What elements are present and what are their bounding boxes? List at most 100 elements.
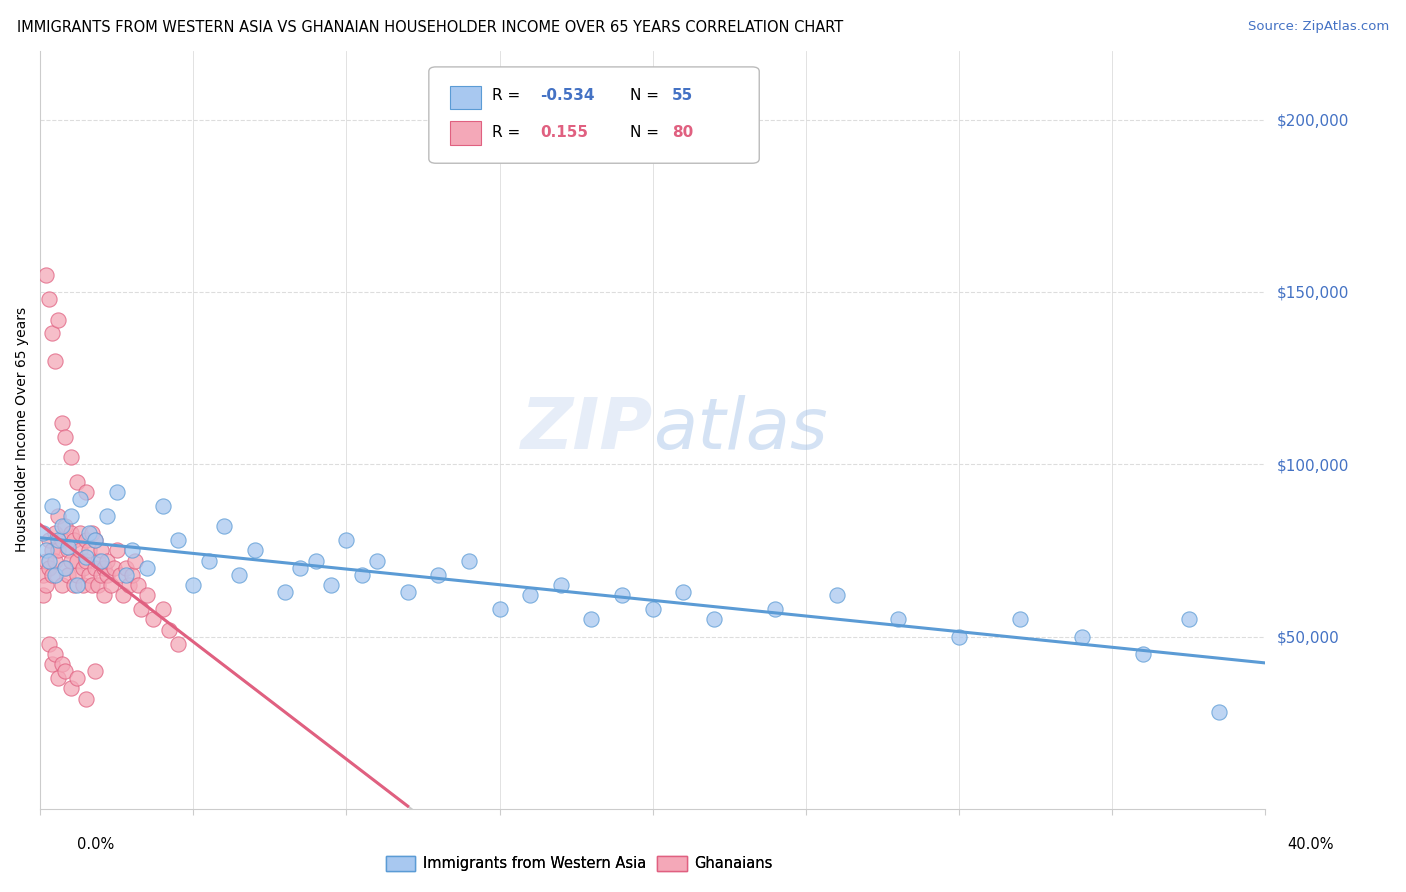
Point (90, 554, 112, 568)
Point (672, 585, 695, 599)
Point (56, 540, 79, 554)
Y-axis label: Householder Income Over 65 years: Householder Income Over 65 years (15, 307, 30, 552)
Point (66, 578, 89, 592)
Text: 80: 80 (672, 125, 693, 139)
Point (77, 526, 100, 541)
Point (887, 612, 910, 626)
Point (458, 554, 481, 568)
Point (48, 533, 70, 548)
Point (212, 519, 235, 533)
Point (75, 550, 97, 565)
Point (121, 567, 143, 582)
Text: ZIP: ZIP (520, 395, 652, 465)
Point (136, 588, 159, 602)
Point (1177, 612, 1199, 626)
Point (111, 588, 134, 602)
Point (38, 533, 60, 548)
Point (59, 450, 82, 465)
Text: Source: ZipAtlas.com: Source: ZipAtlas.com (1249, 20, 1389, 33)
Point (105, 484, 128, 499)
Point (69, 543, 91, 558)
Point (90, 567, 112, 582)
Point (581, 612, 603, 626)
Point (763, 602, 786, 616)
Point (59, 526, 82, 541)
Point (396, 585, 419, 599)
Point (75, 554, 97, 568)
Point (48, 543, 70, 558)
Point (75, 533, 97, 548)
Point (72, 560, 94, 574)
Point (51, 657, 73, 672)
Point (82, 526, 104, 541)
Point (53, 430, 76, 444)
Point (51, 416, 73, 430)
Point (77, 567, 100, 582)
Point (35, 554, 58, 568)
Point (157, 623, 180, 637)
Point (87, 554, 110, 568)
Point (181, 578, 204, 592)
Point (167, 636, 190, 650)
Point (62, 533, 84, 548)
Text: 0.0%: 0.0% (77, 838, 114, 852)
Point (66, 475, 89, 489)
Point (66, 554, 89, 568)
Text: R =: R = (492, 125, 526, 139)
Point (136, 560, 159, 574)
Point (69, 526, 91, 541)
Point (610, 588, 633, 602)
Point (41, 567, 63, 582)
Point (90, 543, 112, 558)
Point (59, 554, 82, 568)
Point (38, 636, 60, 650)
Point (41, 326, 63, 341)
Point (152, 499, 174, 513)
Point (305, 554, 328, 568)
Point (75, 691, 97, 706)
Point (51, 578, 73, 592)
Point (366, 554, 388, 568)
Point (44, 647, 66, 661)
Point (948, 630, 970, 644)
Point (35, 268, 58, 282)
Point (108, 567, 131, 582)
Point (53, 560, 76, 574)
Point (69, 491, 91, 506)
Point (197, 554, 219, 568)
Point (72, 578, 94, 592)
Point (38, 292, 60, 306)
Point (56, 543, 79, 558)
Point (66, 671, 89, 685)
Point (96, 554, 118, 568)
Point (75, 484, 97, 499)
Text: 55: 55 (672, 88, 693, 103)
Point (274, 585, 297, 599)
Point (44, 567, 66, 582)
Point (41, 657, 63, 672)
Point (319, 578, 342, 592)
Point (84, 560, 107, 574)
Point (1070, 630, 1092, 644)
Point (44, 354, 66, 368)
Point (77, 543, 100, 558)
Text: R =: R = (492, 88, 526, 103)
Point (48, 312, 70, 326)
Point (488, 602, 510, 616)
Point (118, 578, 141, 592)
Point (103, 560, 125, 574)
Point (84, 533, 107, 548)
Point (96, 508, 118, 523)
Point (350, 567, 373, 582)
Point (84, 664, 107, 678)
Point (641, 602, 664, 616)
Text: atlas: atlas (652, 395, 827, 465)
Point (51, 533, 73, 548)
Point (93, 560, 115, 574)
Point (53, 560, 76, 574)
Point (142, 612, 165, 626)
Point (93, 588, 115, 602)
Point (32, 526, 55, 541)
Point (519, 588, 541, 602)
Point (32, 567, 55, 582)
